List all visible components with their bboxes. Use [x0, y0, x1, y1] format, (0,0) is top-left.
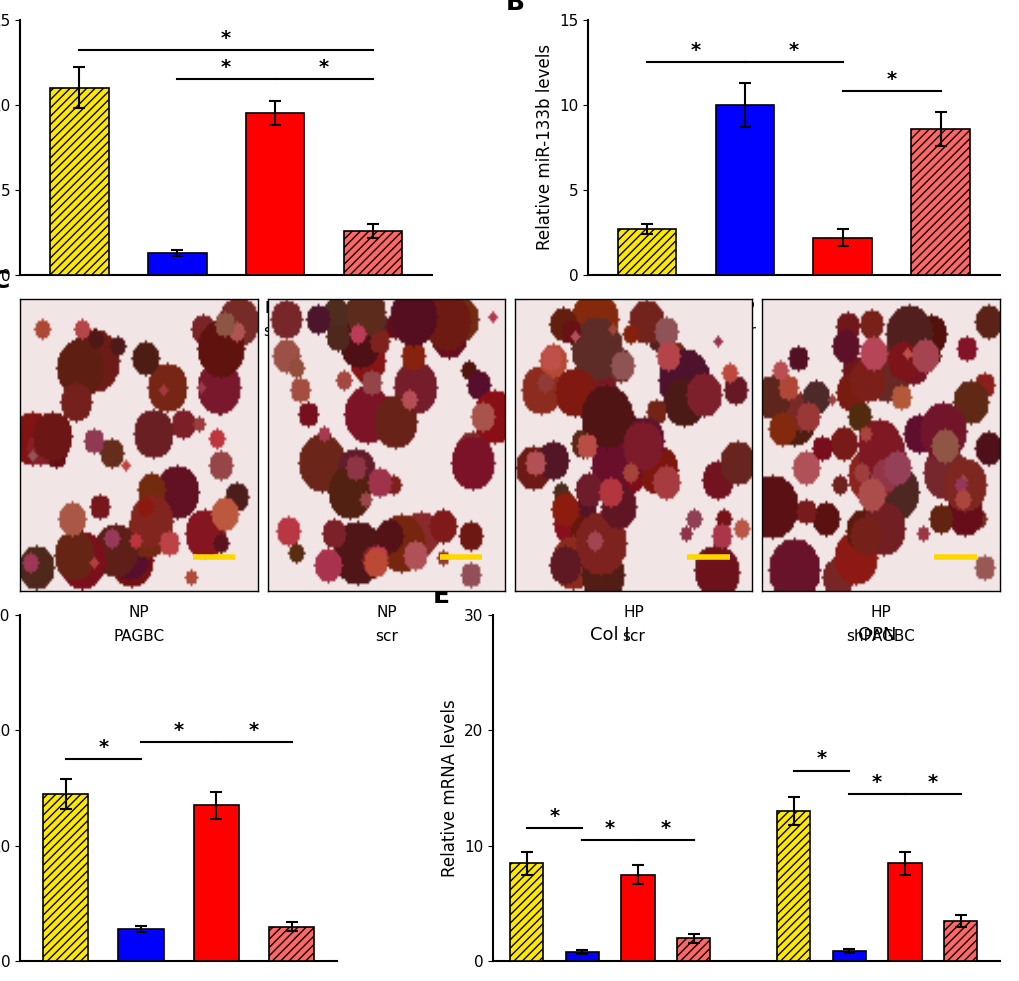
Text: HP: HP [832, 300, 853, 316]
Bar [621, 875, 654, 961]
Bar [911, 129, 969, 275]
Text: *: * [927, 772, 936, 792]
Bar [510, 863, 543, 961]
Text: HP: HP [623, 605, 643, 620]
Text: *: * [221, 28, 231, 48]
Bar [43, 794, 88, 961]
Bar [50, 87, 108, 275]
Text: shPAGBC: shPAGBC [906, 324, 974, 338]
Text: *: * [886, 70, 896, 88]
Text: *: * [788, 40, 798, 60]
Y-axis label: Relative miR-133b levels: Relative miR-133b levels [535, 44, 553, 250]
Text: NP: NP [128, 605, 150, 620]
Text: HP: HP [869, 605, 891, 620]
Bar [832, 951, 865, 961]
Text: NP: NP [376, 605, 396, 620]
Text: NP: NP [167, 300, 187, 316]
Text: scr: scr [165, 324, 189, 338]
Bar [813, 237, 871, 275]
Text: PAGBC: PAGBC [113, 629, 165, 644]
Text: *: * [549, 807, 559, 826]
Text: B: B [505, 0, 525, 15]
Text: *: * [604, 819, 614, 838]
Text: HP: HP [363, 300, 383, 316]
Text: scr: scr [830, 324, 854, 338]
Text: scr: scr [733, 324, 756, 338]
Text: NP: NP [69, 300, 90, 316]
Text: *: * [319, 58, 329, 77]
Bar [269, 927, 314, 961]
Text: NP: NP [734, 300, 754, 316]
Text: scr: scr [263, 324, 286, 338]
Text: *: * [173, 721, 183, 740]
Text: OPN: OPN [857, 626, 896, 645]
Text: PAGBC: PAGBC [54, 324, 105, 338]
Text: HP: HP [929, 300, 951, 316]
Bar [943, 921, 976, 961]
Bar [148, 253, 206, 275]
Bar [677, 938, 709, 961]
Bar [565, 953, 598, 961]
Y-axis label: Relative mRNA levels: Relative mRNA levels [440, 699, 459, 877]
Text: shPAGBC: shPAGBC [338, 324, 407, 338]
Bar [616, 230, 676, 275]
Bar [118, 929, 163, 961]
Bar [343, 231, 403, 275]
Bar [776, 811, 810, 961]
Bar [194, 805, 238, 961]
Text: *: * [871, 772, 881, 792]
Text: *: * [221, 58, 231, 77]
Text: *: * [815, 749, 825, 768]
Text: C: C [0, 269, 10, 293]
Text: *: * [660, 819, 671, 838]
Text: scr: scr [375, 629, 397, 644]
Text: NP: NP [636, 300, 656, 316]
Text: scr: scr [622, 629, 644, 644]
Text: *: * [98, 739, 108, 757]
Text: *: * [690, 40, 700, 60]
Bar [246, 113, 305, 275]
Text: shPAGBC: shPAGBC [846, 629, 914, 644]
Text: HP: HP [265, 300, 285, 316]
Text: *: * [249, 721, 259, 740]
Bar [888, 863, 921, 961]
Text: PAGBC: PAGBC [621, 324, 672, 338]
Text: E: E [432, 584, 449, 608]
Bar [714, 105, 773, 275]
Text: Col I: Col I [590, 626, 630, 645]
